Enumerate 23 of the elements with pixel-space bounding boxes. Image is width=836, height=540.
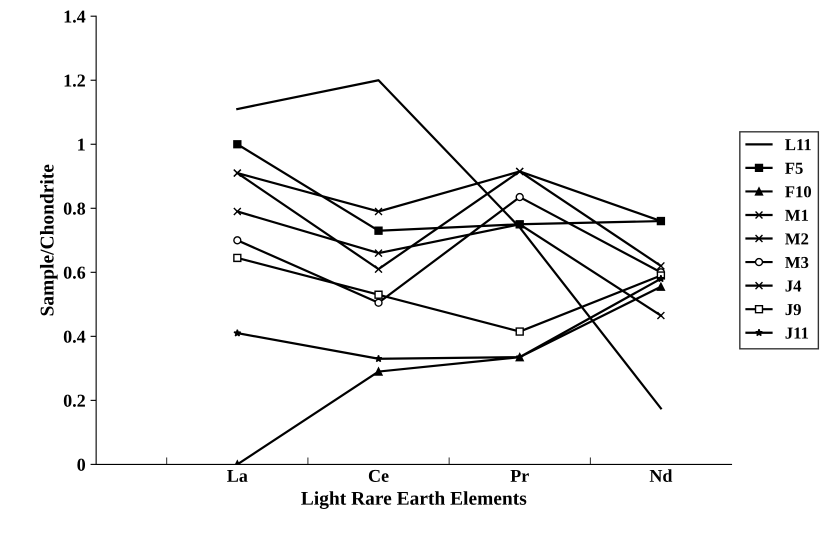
y-axis-title: Sample/Chondrite — [40, 164, 58, 316]
y-tick-label: 0.8 — [64, 202, 86, 215]
x-tick-label: Nd — [650, 469, 672, 482]
y-tick-label: 1.4 — [64, 10, 86, 23]
legend-label: F5 — [785, 162, 803, 174]
legend-label: J9 — [786, 304, 801, 316]
y-tick-label: 1.2 — [64, 74, 85, 87]
legend-label: M2 — [785, 233, 808, 244]
x-tick-label: Pr — [510, 470, 529, 482]
x-tick-label: La — [227, 470, 248, 482]
legend-label: M1 — [785, 210, 808, 221]
y-tick-label: 0.6 — [64, 266, 86, 279]
x-axis-title: Light Rare Earth Elements — [301, 491, 526, 509]
y-tick-label: 1 — [78, 138, 85, 151]
legend-label: F10 — [785, 186, 812, 198]
legend-label: J11 — [786, 328, 808, 339]
y-tick-label: 0.4 — [64, 330, 86, 343]
x-tick-label: Ce — [368, 470, 389, 482]
legend-label: M3 — [785, 256, 808, 268]
y-tick-label: 0.2 — [64, 394, 85, 407]
y-tick-label: 0 — [77, 458, 86, 471]
legend-label: J4 — [786, 280, 802, 292]
legend-label: L11 — [785, 139, 811, 150]
